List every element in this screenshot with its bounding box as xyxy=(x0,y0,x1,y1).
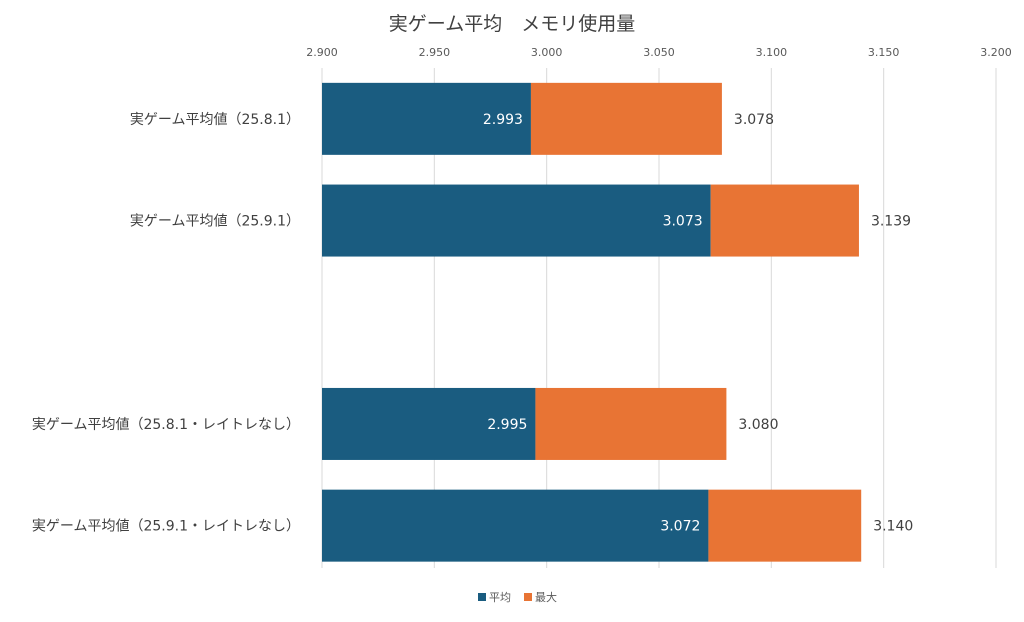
x-tick-label: 2.900 xyxy=(306,46,338,59)
legend-swatch xyxy=(524,593,532,601)
data-label-max: 3.078 xyxy=(734,112,774,128)
legend: 平均 最大 xyxy=(478,590,557,604)
category-label: 実ゲーム平均値（25.8.1） xyxy=(130,112,300,128)
data-label-avg: 3.072 xyxy=(660,519,700,535)
category-label: 実ゲーム平均値（25.9.1・レイトレなし） xyxy=(32,519,300,535)
bar-max xyxy=(710,184,859,257)
data-label-max: 3.140 xyxy=(873,519,913,535)
category-labels: 実ゲーム平均値（25.8.1） 実ゲーム平均値（25.9.1） 実ゲーム平均値（25… xyxy=(32,112,300,535)
x-tick-label: 3.150 xyxy=(868,46,900,59)
x-tick-label: 3.100 xyxy=(756,46,788,59)
legend-swatch xyxy=(478,593,486,601)
x-tick-label: 2.950 xyxy=(419,46,451,59)
bar-avg xyxy=(322,184,711,257)
category-label: 実ゲーム平均値（25.8.1・レイトレなし） xyxy=(32,417,300,433)
bar-max xyxy=(708,489,862,562)
data-label-max: 3.080 xyxy=(738,417,778,433)
x-tick-label: 3.200 xyxy=(980,46,1012,59)
data-label-avg: 3.073 xyxy=(663,214,703,230)
x-axis-tick-labels: 2.900 2.950 3.000 3.050 3.100 3.150 3.200 xyxy=(306,46,1012,59)
bar-max xyxy=(530,82,722,155)
bar-avg xyxy=(322,489,709,562)
x-tick-label: 3.000 xyxy=(531,46,563,59)
bars xyxy=(322,82,862,562)
data-label-avg: 2.993 xyxy=(483,112,523,128)
legend-label: 平均 xyxy=(489,591,511,604)
category-label: 実ゲーム平均値（25.9.1） xyxy=(130,214,300,230)
legend-label: 最大 xyxy=(535,590,557,604)
bar-max xyxy=(535,387,727,460)
data-label-avg: 2.995 xyxy=(487,417,527,433)
data-labels: 2.993 3.078 3.073 3.139 2.995 3.080 3.072 3.140 xyxy=(483,112,913,535)
data-label-max: 3.139 xyxy=(871,214,911,230)
bar-avg xyxy=(322,387,536,460)
chart-title: 実ゲーム平均 メモリ使用量 xyxy=(389,13,635,35)
x-tick-label: 3.050 xyxy=(643,46,675,59)
bar-avg xyxy=(322,82,531,155)
